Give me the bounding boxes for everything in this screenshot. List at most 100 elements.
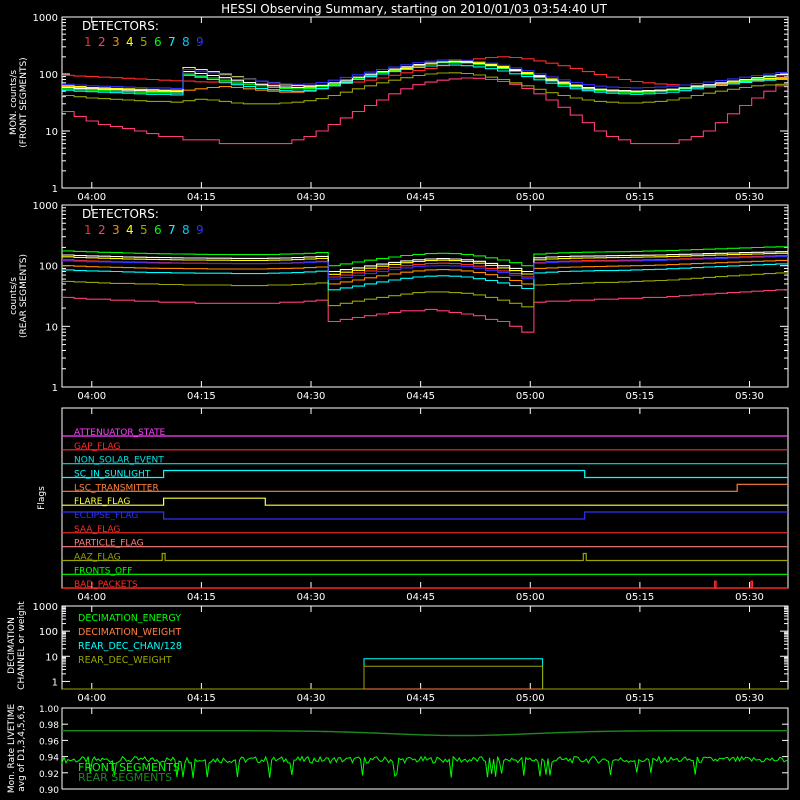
x-tick-label: 04:00	[77, 391, 106, 402]
figure-title: HESSI Observing Summary, starting on 201…	[221, 2, 607, 16]
x-tick-label: 05:15	[625, 693, 654, 704]
x-tick-label: 04:15	[187, 693, 216, 704]
y-tick-label: 100	[39, 262, 58, 273]
x-tick-label: 04:30	[297, 693, 326, 704]
flag-line-eclipse_flag	[62, 511, 788, 520]
x-tick-label: 05:00	[516, 391, 545, 402]
decimation-legend: DECIMATION_ENERGY	[78, 613, 181, 624]
livetime-panel: Mon. Rate LIVETIMEavg of D1,3,4,5,6,9 0.9…	[7, 704, 789, 796]
flag-label: LSC_TRANSMITTER	[74, 483, 159, 493]
flag-label: ATTENUATOR_STATE	[74, 428, 166, 438]
detector-7-line	[62, 263, 788, 291]
x-tick-label: 04:45	[406, 693, 435, 704]
flag-label: PARTICLE_FLAG	[74, 539, 144, 549]
detector-8-line	[62, 251, 788, 273]
flag-line-aaz_flag	[62, 552, 788, 562]
legend-detector-5: 5	[140, 35, 148, 49]
livetime-legend: FRONT SEGMENTS	[78, 761, 180, 774]
y-axis-label: Mon. Rate LIVETIMEavg of D1,3,4,5,6,9	[7, 704, 27, 794]
legend-detector-8: 8	[182, 35, 190, 49]
flag-label: SAA_FLAG	[74, 525, 120, 535]
flag-label: FRONTS_OFF	[74, 566, 132, 576]
x-tick-label: 04:45	[406, 192, 435, 203]
y-tick-label: 10	[45, 127, 58, 138]
detector-5-line	[62, 72, 788, 105]
legend-detector-8: 8	[182, 223, 190, 237]
x-tick-label: 05:15	[625, 192, 654, 203]
x-tick-label: 05:00	[516, 192, 545, 203]
y-tick-label: 1.00	[39, 705, 59, 715]
x-tick-label: 04:30	[297, 391, 326, 402]
flag-label: ECLIPSE_FLAG	[74, 511, 138, 521]
flag-line-flare_flag	[62, 497, 788, 506]
legend-detector-6: 6	[154, 223, 162, 237]
detector-6-line	[62, 246, 788, 267]
rear-livetime-line	[62, 730, 788, 737]
x-tick-label: 05:30	[735, 391, 764, 402]
plot-frame	[61, 16, 789, 189]
x-tick-label: 05:00	[516, 693, 545, 704]
legend-detector-9: 9	[196, 223, 204, 237]
y-tick-label: 1000	[33, 13, 58, 24]
flag-label: SC_IN_SUNLIGHT	[74, 470, 151, 480]
y-tick-label: 1000	[33, 201, 58, 212]
legend-detector-4: 4	[126, 35, 134, 49]
y-tick-label: 100	[39, 70, 58, 81]
flags-y-label: Flags	[37, 486, 47, 510]
y-tick-label: 1	[52, 184, 58, 195]
x-tick-label: 04:15	[187, 391, 216, 402]
legend-detector-2: 2	[98, 223, 106, 237]
legend-detector-2: 2	[98, 35, 106, 49]
detector-7-line	[62, 64, 788, 96]
decimation-legend: DECIMATION_WEIGHT	[78, 627, 181, 638]
flag-label: NON_SOLAR_EVENT	[74, 456, 164, 466]
detector-4-line	[62, 252, 788, 275]
livetime-legend: REAR SEGMENTS	[78, 771, 172, 784]
flags-panel: 04:00 04:15 04:30 04:45 05:00 05:15 05:30 Flags…	[37, 407, 789, 603]
rear-segments-panel: 1 10 100 1000 04:00 04:15 04:30 04:45 05:00 05:15…	[9, 201, 789, 402]
flag-label: GAP_FLAG	[74, 442, 120, 452]
x-tick-label: 04:15	[187, 192, 216, 203]
y-tick-label: 0.90	[39, 786, 59, 796]
x-tick-label: 05:15	[625, 592, 654, 603]
detector-3-line	[62, 259, 788, 285]
legend-detector-5: 5	[140, 223, 148, 237]
x-tick-label: 04:15	[187, 592, 216, 603]
detector-9-line	[62, 59, 788, 89]
decimation-panel: 1 10 100 1000 04:00 04:15 04:30 04:45 05:00 05:15…	[7, 601, 789, 704]
x-tick-label: 05:00	[516, 592, 545, 603]
x-tick-label: 04:00	[77, 693, 106, 704]
y-tick-label: 0.96	[39, 737, 59, 747]
legend-title: DETECTORS:	[82, 207, 159, 221]
y-axis-label: counts/s(REAR SEGMENTS)	[9, 254, 29, 338]
x-tick-label: 04:30	[297, 592, 326, 603]
detector-2-line	[62, 289, 788, 333]
y-tick-label: 0.92	[39, 770, 59, 780]
flag-label: AAZ_FLAG	[74, 553, 121, 563]
y-axis-label: MON. counts/s(FRONT SEGMENTS)	[9, 57, 29, 147]
plot-frame	[61, 204, 789, 388]
legend-detector-1: 1	[84, 223, 92, 237]
x-tick-label: 05:15	[625, 391, 654, 402]
flag-label: BAD_PACKETS	[74, 580, 138, 590]
flag-line-sc_in_sunlight	[62, 469, 788, 479]
y-tick-label: 0.98	[39, 721, 59, 731]
detector-2-line	[62, 77, 788, 145]
x-tick-label: 04:45	[406, 391, 435, 402]
y-tick-label: 1	[52, 383, 58, 394]
detector-9-line	[62, 255, 788, 280]
legend-detector-3: 3	[112, 35, 120, 49]
detector-5-line	[62, 272, 788, 308]
legend-detector-7: 7	[168, 223, 176, 237]
y-tick-label: 10	[45, 322, 58, 333]
legend-detector-4: 4	[126, 223, 134, 237]
y-axis-label: DECIMATIONCHANNEL or weight	[7, 601, 27, 690]
y-tick-label: 1000	[33, 602, 58, 613]
y-tick-label: 10	[45, 652, 58, 663]
x-tick-label: 05:30	[735, 693, 764, 704]
flag-line-lsc_transmitter	[62, 483, 788, 492]
decimation-legend: REAR_DEC_WEIGHT	[78, 655, 172, 666]
flag-label: FLARE_FLAG	[74, 497, 130, 507]
legend-title: DETECTORS:	[82, 19, 159, 33]
